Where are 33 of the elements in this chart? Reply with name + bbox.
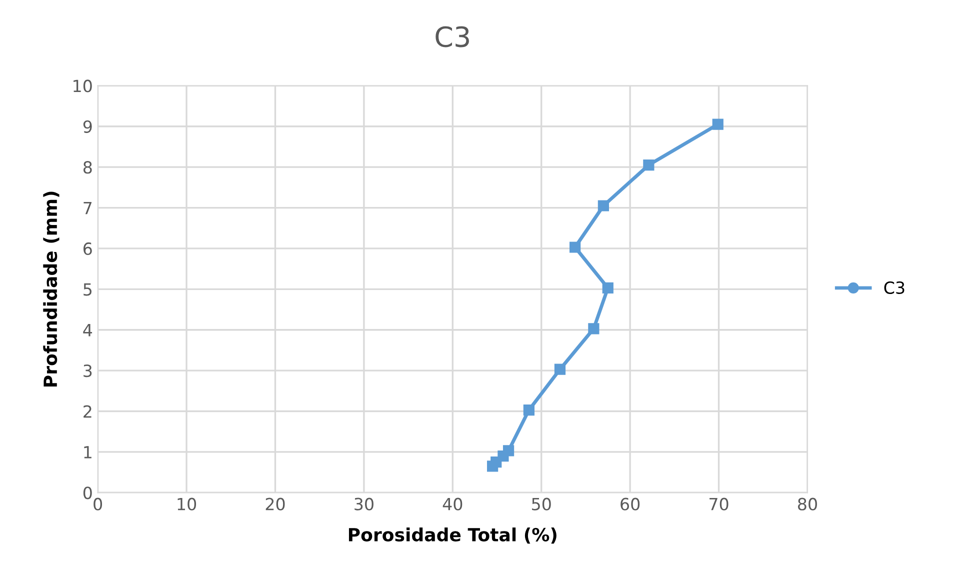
chart-title: C3 [436,26,469,48]
y-tick-label: 7 [84,202,92,214]
point [643,159,654,171]
x-axis-title: Porosidade Total (%) [348,528,556,544]
x-tick-label: 80 [798,498,817,510]
point [554,364,566,375]
x-tick-label: 50 [532,498,551,510]
point [570,242,581,253]
point [712,118,724,130]
y-tick-label: 9 [83,120,92,133]
y-tick-label: 2 [84,405,92,418]
y-tick-label: 10 [74,80,92,92]
y-tick-label: 6 [84,242,92,256]
point [598,200,610,212]
legend-label: C3 [884,281,904,294]
y-axis-title: Profundidade (mm) [43,192,60,386]
y-tick-label: 8 [83,161,92,174]
x-tick-label: 60 [620,498,640,510]
x-tick-label: 20 [266,498,285,510]
x-tick-label: 10 [178,498,196,510]
y-tick-label: 5 [84,283,92,296]
y-tick-label: 1 [84,446,92,458]
y-tick-label: 0 [83,486,92,500]
point [487,460,498,472]
x-tick-label: 0 [94,498,102,510]
y-tick-label: 3 [84,364,92,378]
point [523,404,534,416]
point [602,282,614,294]
y-tick-label: 4 [83,324,92,336]
x-tick-label: 70 [710,498,728,510]
x-tick-label: 40 [442,498,462,510]
x-tick-label: 30 [354,498,374,510]
point [588,323,600,334]
